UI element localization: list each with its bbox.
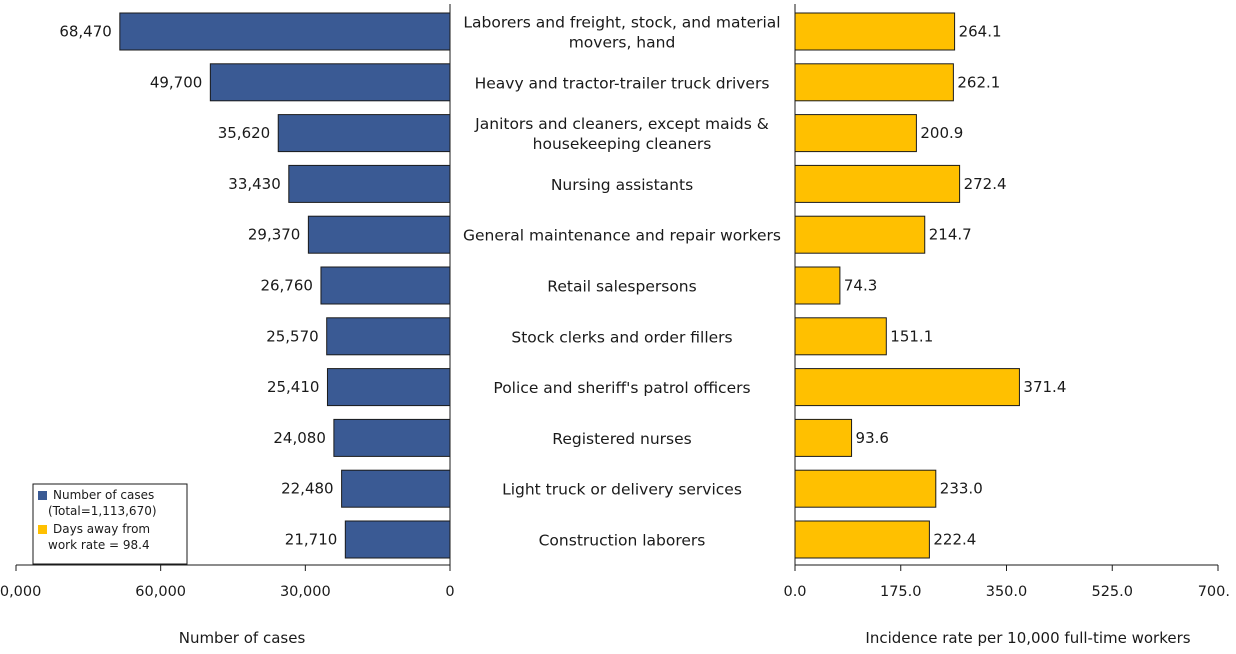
rate-bar bbox=[794, 266, 841, 305]
rate-bar bbox=[794, 164, 961, 203]
cases-bar bbox=[320, 266, 451, 305]
cases-bar bbox=[277, 114, 451, 153]
cases-value-label: 26,760 bbox=[260, 277, 313, 295]
category-label: Construction laborers bbox=[539, 532, 706, 550]
category-label: Janitors and cleaners, except maids & bbox=[474, 115, 769, 133]
category-label: Laborers and freight, stock, and materia… bbox=[463, 14, 780, 32]
cases-bar bbox=[344, 520, 451, 559]
category-label: Police and sheriff's patrol officers bbox=[493, 379, 750, 397]
rate-bar bbox=[794, 469, 937, 508]
rate-bar bbox=[794, 317, 887, 356]
right-axis-tick-label: 700. bbox=[1198, 584, 1230, 600]
right-axis-tick-label: 350.0 bbox=[986, 584, 1028, 600]
cases-bar bbox=[333, 418, 451, 457]
rate-value-label: 233.0 bbox=[940, 480, 983, 498]
rate-bar bbox=[794, 520, 930, 559]
cases-value-label: 25,570 bbox=[266, 327, 319, 345]
legend-swatch bbox=[38, 525, 47, 534]
legend: Number of cases (Total=1,113,670) Days awa… bbox=[32, 483, 188, 565]
cases-bar bbox=[326, 317, 451, 356]
category-label: Registered nurses bbox=[552, 430, 692, 448]
category-label: Retail salespersons bbox=[547, 278, 696, 296]
legend-entry-text: work rate = 98.4 bbox=[48, 538, 150, 552]
rate-bar bbox=[794, 368, 1020, 407]
cases-bar bbox=[288, 164, 451, 203]
cases-bar bbox=[341, 469, 451, 508]
rate-bar bbox=[794, 114, 917, 153]
rate-value-label: 74.3 bbox=[844, 277, 877, 295]
rate-value-label: 262.1 bbox=[957, 73, 1000, 91]
cases-bars: 68,470 49,700 35,620 33,430 29,370 26,760 25,5… bbox=[59, 12, 451, 559]
rate-value-label: 272.4 bbox=[964, 175, 1007, 193]
cases-bar bbox=[119, 12, 451, 51]
cases-value-label: 22,480 bbox=[281, 480, 334, 498]
rate-value-label: 371.4 bbox=[1023, 378, 1066, 396]
rate-bars: 264.1 262.1 200.9 272.4 214.7 74.3 151.1 371.4 9… bbox=[794, 12, 1066, 559]
cases-bar bbox=[209, 63, 451, 102]
rate-value-label: 264.1 bbox=[959, 23, 1002, 41]
right-axis-tick-label: 175.0 bbox=[880, 584, 922, 600]
left-axis-tick-label: 90,000 bbox=[0, 584, 41, 600]
category-label: Heavy and tractor-trailer truck drivers bbox=[475, 74, 770, 92]
category-label: Stock clerks and order fillers bbox=[511, 328, 732, 346]
rate-value-label: 214.7 bbox=[929, 226, 972, 244]
category-labels: Laborers and freight, stock, and materia… bbox=[463, 14, 781, 550]
cases-value-label: 25,410 bbox=[267, 378, 320, 396]
category-label: Nursing assistants bbox=[551, 176, 693, 194]
right-axis-tick-label: 525.0 bbox=[1091, 584, 1133, 600]
cases-value-label: 49,700 bbox=[150, 73, 203, 91]
category-label: General maintenance and repair workers bbox=[463, 227, 781, 245]
left-axis-title: Number of cases bbox=[179, 629, 306, 647]
cases-value-label: 29,370 bbox=[248, 226, 301, 244]
cases-value-label: 35,620 bbox=[218, 124, 271, 142]
rate-value-label: 93.6 bbox=[856, 429, 889, 447]
left-axis-tick-label: 60,000 bbox=[135, 584, 186, 600]
cases-bar bbox=[307, 215, 451, 254]
left-axis-tick-label: 0 bbox=[445, 584, 454, 600]
rate-value-label: 200.9 bbox=[920, 124, 963, 142]
legend-swatch bbox=[38, 491, 47, 500]
rate-value-label: 151.1 bbox=[890, 327, 933, 345]
axes: 90,000 60,000 30,000 0 Number of cases 0.0 175… bbox=[0, 4, 1230, 647]
legend-entry-text: Number of cases bbox=[53, 488, 154, 502]
rate-value-label: 222.4 bbox=[933, 531, 976, 549]
cases-value-label: 68,470 bbox=[59, 23, 112, 41]
category-label: movers, hand bbox=[569, 34, 676, 52]
legend-box bbox=[32, 483, 188, 565]
right-axis-tick-label: 0.0 bbox=[783, 584, 806, 600]
rate-bar bbox=[794, 63, 954, 102]
left-axis-tick-label: 30,000 bbox=[280, 584, 331, 600]
legend-entry-text: (Total=1,113,670) bbox=[48, 504, 157, 518]
rate-bar bbox=[794, 215, 926, 254]
category-label: housekeeping cleaners bbox=[533, 135, 712, 153]
rate-bar bbox=[794, 418, 853, 457]
legend-entry-text: Days away from bbox=[53, 522, 150, 536]
cases-value-label: 33,430 bbox=[228, 175, 281, 193]
category-label: Light truck or delivery services bbox=[502, 481, 742, 499]
right-axis-title: Incidence rate per 10,000 full-time work… bbox=[865, 629, 1190, 647]
cases-value-label: 24,080 bbox=[273, 429, 326, 447]
cases-bar bbox=[326, 368, 451, 407]
cases-value-label: 21,710 bbox=[285, 531, 338, 549]
rate-bar bbox=[794, 12, 956, 51]
